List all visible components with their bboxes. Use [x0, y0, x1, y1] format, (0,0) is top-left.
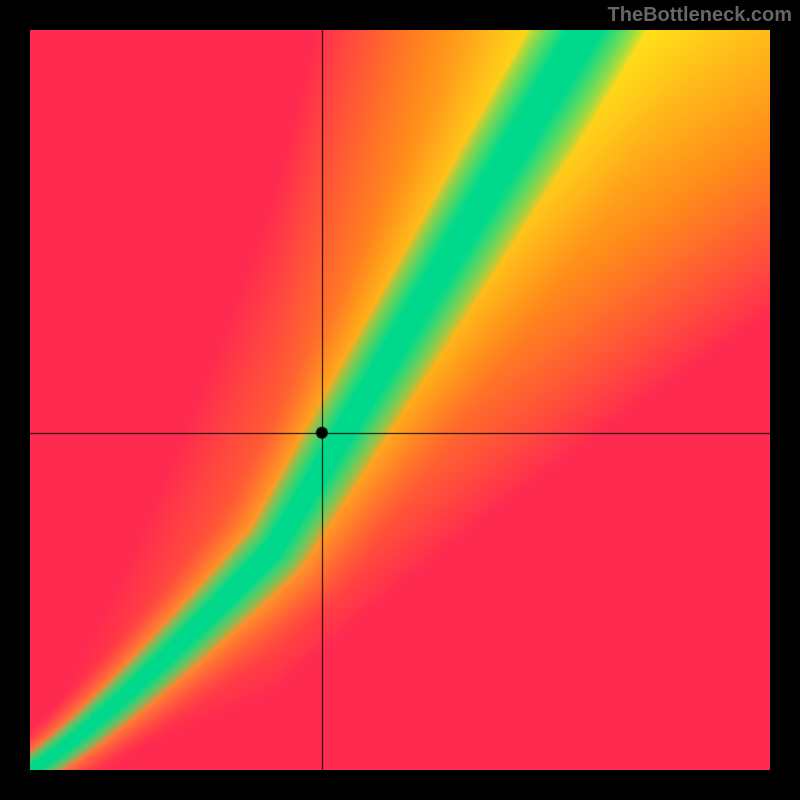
- heatmap-canvas: [30, 30, 770, 770]
- attribution-text: TheBottleneck.com: [608, 4, 792, 27]
- plot-frame: [30, 30, 770, 770]
- chart-container: TheBottleneck.com: [0, 0, 800, 800]
